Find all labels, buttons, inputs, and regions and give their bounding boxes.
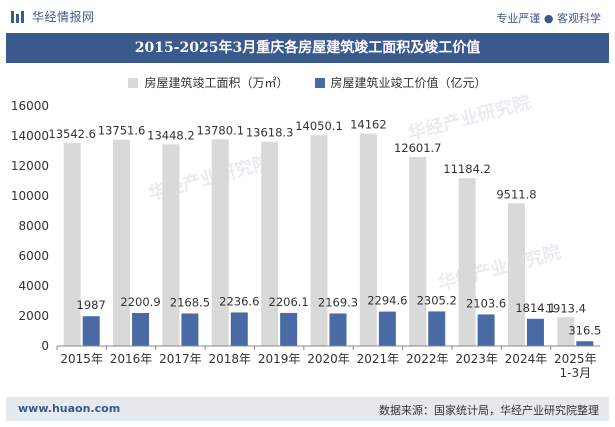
y-tick-label: 12000: [11, 159, 49, 173]
watermark: 华经产业研究院: [436, 241, 563, 295]
x-tick-label: 2020年: [307, 352, 350, 366]
bar-value: [230, 312, 248, 346]
x-tick-label: 2023年: [455, 352, 498, 366]
bar-value: [378, 311, 396, 346]
x-tick-label: 2016年: [110, 352, 153, 366]
data-label-value: 2236.6: [219, 294, 259, 308]
legend-swatch-value: [314, 77, 325, 88]
bar-chart: 华经产业研究院 华经产业研究院 华经产业研究院 13542.6198713751…: [11, 91, 601, 380]
data-label-area: 12601.7: [394, 141, 442, 155]
brand-name: 华经情报网: [32, 10, 95, 24]
data-label-area: 13542.6: [48, 127, 96, 141]
legend-swatch-area: [128, 77, 139, 88]
data-label-area: 14050.1: [295, 119, 343, 133]
y-tick-label: 4000: [18, 279, 49, 293]
bar-area: [557, 317, 575, 346]
y-tick-label: 0: [41, 339, 49, 353]
bar-value: [477, 314, 495, 346]
data-label-value: 1814.1: [515, 301, 555, 315]
x-tick-label: 2022年: [406, 352, 449, 366]
footer-source: 数据来源：国家统计局，华经产业研究院整理: [379, 404, 599, 417]
bar-value: [181, 313, 199, 346]
bar-area: [359, 133, 377, 346]
bar-value: [329, 313, 347, 346]
chart-title: 2015-2025年3月重庆各房屋建筑竣工面积及竣工价值: [6, 33, 609, 63]
data-label-area: 13448.2: [147, 128, 195, 142]
data-label-area: 13751.6: [98, 124, 146, 138]
chart-axes: 0 2000 4000 6000 8000 10000 12000 14000 16000 201…: [11, 99, 600, 380]
bar-area: [261, 141, 279, 346]
bar-area: [458, 178, 476, 346]
data-label-area: 13618.3: [246, 126, 294, 140]
top-bar: 华经情报网 专业严谨 ● 客观科学: [0, 0, 615, 33]
tagline: 专业严谨 ● 客观科学: [496, 12, 601, 25]
bar-area: [507, 203, 525, 346]
chart-legend: 房屋建筑竣工面积（万㎡） 房屋建筑业竣工价值（亿元）: [0, 74, 615, 91]
data-label-value: 2168.5: [170, 295, 210, 309]
x-tick-label: 2019年: [258, 352, 301, 366]
y-tick-label: 16000: [11, 99, 49, 113]
y-tick-label: 14000: [11, 129, 49, 143]
data-label-value: 2294.6: [367, 294, 407, 308]
bar-area: [211, 139, 229, 346]
bar-value: [132, 312, 150, 346]
legend-item-area[interactable]: 房屋建筑竣工面积（万㎡）: [128, 74, 289, 91]
legend-label-area: 房屋建筑竣工面积（万㎡）: [144, 76, 289, 90]
data-label-area: 9511.8: [496, 187, 536, 201]
bar-value: [82, 316, 100, 346]
x-tick-label: 2017年: [159, 352, 202, 366]
brand-logo-icon: [11, 10, 24, 23]
y-tick-label: 8000: [18, 219, 49, 233]
y-tick-label: 2000: [18, 309, 49, 323]
x-tick-label: 2024年: [505, 352, 548, 366]
data-label-value: 2305.2: [417, 293, 457, 307]
data-label-area: 11184.2: [443, 162, 491, 176]
bar-area: [310, 135, 328, 346]
legend-label-value: 房屋建筑业竣工价值（亿元）: [330, 76, 487, 90]
bar-area: [409, 156, 427, 346]
footer-website[interactable]: www.huaon.com: [18, 402, 121, 415]
x-tick-label: 2015年: [60, 352, 103, 366]
data-label-value: 2200.9: [120, 295, 160, 309]
chart-bars: [63, 133, 594, 346]
bar-area: [162, 144, 180, 346]
data-label-value: 1987: [77, 298, 106, 312]
y-tick-label: 10000: [11, 189, 49, 203]
brand[interactable]: 华经情报网: [10, 8, 95, 25]
bar-area: [63, 142, 81, 346]
bar-value: [280, 312, 298, 346]
chart-data-labels: 13542.6 1987 13751.6 2200.9 13448.2 2168.5 137…: [48, 118, 601, 338]
footer: www.huaon.com 数据来源：国家统计局，华经产业研究院整理: [6, 397, 609, 421]
data-label-value: 2206.1: [269, 295, 309, 309]
bar-value: [428, 311, 446, 346]
y-tick-label: 6000: [18, 249, 49, 263]
data-label-area: 14162: [350, 118, 387, 132]
x-tick-label: 2025年 1-3月: [554, 352, 597, 380]
x-tick-label: 2021年: [357, 352, 400, 366]
bar-value: [576, 341, 594, 346]
legend-item-value[interactable]: 房屋建筑业竣工价值（亿元）: [314, 74, 487, 91]
x-tick-label: 2018年: [208, 352, 251, 366]
data-label-value: 2103.6: [466, 296, 506, 310]
watermark: 华经产业研究院: [406, 91, 533, 145]
data-label-value: 2169.3: [318, 295, 358, 309]
data-label-area: 13780.1: [196, 123, 244, 137]
data-label-area: 1913.4: [546, 301, 586, 315]
bar-area: [113, 139, 131, 346]
bar-value: [526, 318, 544, 346]
data-label-value: 316.5: [568, 323, 601, 337]
